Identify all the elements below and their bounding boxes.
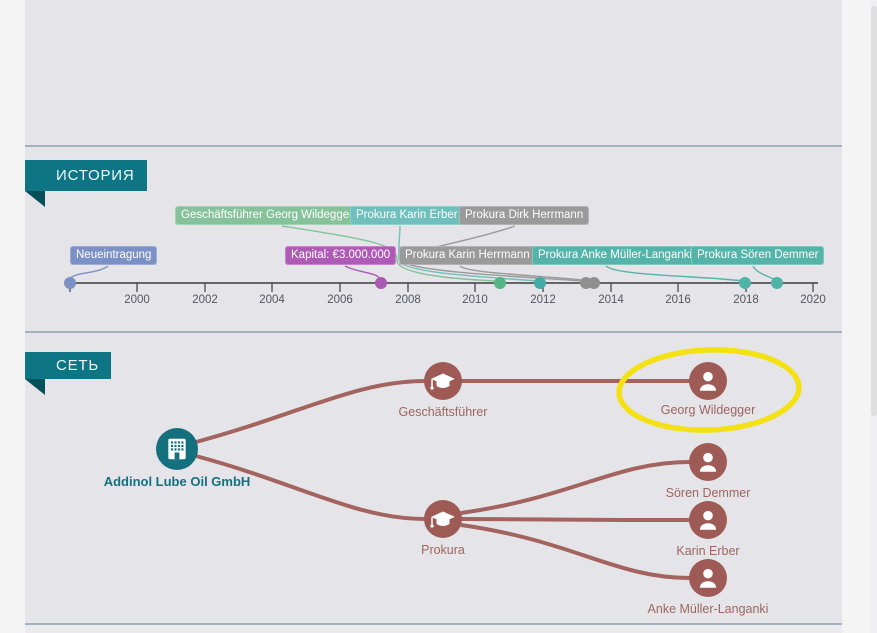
dot-geschaeftsfuehrer-2010[interactable] — [494, 277, 506, 289]
tick-2008: 2008 — [395, 294, 421, 306]
tick-2010: 2010 — [462, 294, 488, 306]
event-chip-neueintragung[interactable]: Neueintragung — [70, 246, 158, 265]
tick-2006: 2006 — [327, 294, 353, 306]
tick-2014: 2014 — [598, 294, 624, 306]
node-label-anke-mueller-langanki: Anke Müller-Langanki — [647, 602, 769, 616]
tick-2012: 2012 — [530, 294, 556, 306]
tick-2000: 2000 — [124, 294, 150, 306]
dot-prokura-karin-herrmann-2013[interactable] — [588, 277, 600, 289]
node-role-prokura[interactable] — [424, 500, 462, 538]
page-scrollbar-thumb[interactable] — [871, 6, 877, 416]
tick-2018: 2018 — [733, 294, 759, 306]
node-person-soeren-demmer[interactable] — [689, 443, 727, 481]
event-chip-prokura-soeren-demmer[interactable]: Prokura Sören Demmer — [691, 246, 825, 265]
graduation-cap-icon — [430, 511, 455, 528]
connector-geschaeftsfuehrer — [281, 225, 497, 282]
history-section-title: ИСТОРИЯ — [56, 167, 135, 184]
node-label-geschaeftsfuehrer: Geschäftsführer — [398, 405, 488, 419]
edge-prokura-anke-mueller-langanki — [460, 523, 691, 580]
graduation-cap-icon — [430, 373, 455, 390]
event-chip-prokura-karin-erber[interactable]: Prokura Karin Erber — [350, 206, 464, 225]
dot-prokura-anke-2018[interactable] — [739, 277, 751, 289]
node-person-karin-erber[interactable] — [689, 501, 727, 539]
node-label-karin-erber: Karin Erber — [676, 544, 740, 558]
node-label-prokura: Prokura — [421, 543, 465, 557]
tick-2004: 2004 — [259, 294, 285, 306]
section-divider-top — [25, 145, 842, 147]
node-person-anke-mueller-langanki[interactable] — [689, 559, 727, 597]
history-ribbon-fold — [25, 191, 45, 207]
history-section-header: ИСТОРИЯ — [25, 160, 147, 191]
dot-prokura-soeren-2019[interactable] — [771, 277, 783, 289]
person-icon — [699, 371, 717, 391]
event-chip-geschaeftsfuehrer-georg-wildegger[interactable]: Geschäftsführer Georg Wildegger — [175, 206, 359, 225]
section-divider-bottom — [25, 623, 842, 625]
tick-2016: 2016 — [665, 294, 691, 306]
node-label-soeren-demmer: Sören Demmer — [665, 486, 751, 500]
network-ribbon-fold — [25, 379, 45, 395]
node-label-company: Addinol Lube Oil GmbH — [103, 474, 251, 489]
edge-company-prokura — [195, 454, 426, 521]
dot-kapital-2007[interactable] — [375, 277, 387, 289]
connector-prokura-karin-herrmann — [459, 265, 592, 282]
tick-2020: 2020 — [800, 294, 826, 306]
building-icon — [168, 438, 186, 460]
event-chip-prokura-anke-mueller-langanki[interactable]: Prokura Anke Müller-Langanki — [532, 246, 699, 265]
network-edges — [195, 379, 691, 580]
connector-prokura-anke — [605, 265, 744, 282]
network-section-header: СЕТЬ — [25, 352, 112, 379]
node-company-addinol[interactable] — [156, 428, 198, 470]
edge-prokura-soeren-demmer — [460, 460, 691, 515]
event-chip-prokura-karin-herrmann[interactable]: Prokura Karin Herrmann — [399, 246, 536, 265]
next-section-edge — [25, 625, 842, 633]
network-section-title: СЕТЬ — [56, 357, 100, 374]
dot-neueintragung-1998[interactable] — [64, 277, 76, 289]
node-person-georg-wildegger[interactable] — [689, 362, 727, 400]
dot-prokura-karin-erber-2012[interactable] — [534, 277, 546, 289]
section-divider-middle — [25, 331, 842, 333]
timeline-event-dots — [64, 277, 783, 289]
person-icon — [699, 510, 717, 530]
event-chip-kapital[interactable]: Kapital: €3.000.000 — [285, 246, 397, 265]
node-role-geschaeftsfuehrer[interactable] — [424, 362, 462, 400]
edge-prokura-karin-erber — [460, 517, 691, 522]
edge-company-geschaeftsfuehrer — [195, 379, 426, 444]
event-chip-prokura-dirk-herrmann[interactable]: Prokura Dirk Herrmann — [459, 206, 590, 225]
person-icon — [699, 452, 717, 472]
person-icon — [699, 568, 717, 588]
node-label-georg-wildegger: Georg Wildegger — [660, 403, 756, 417]
tick-2002: 2002 — [192, 294, 218, 306]
